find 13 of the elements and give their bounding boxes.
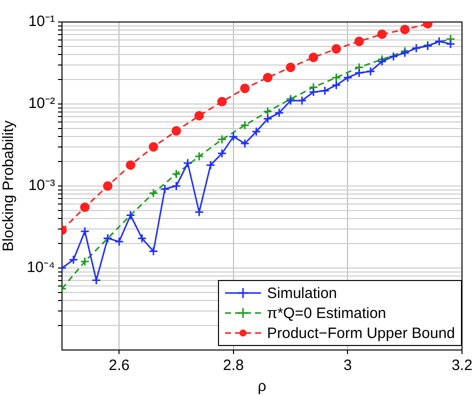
legend-label: π*Q=0 Estimation bbox=[266, 304, 386, 322]
y-axis-title: Blocking Probability bbox=[0, 120, 18, 252]
y-tick-label: 10⁻¹ bbox=[28, 13, 55, 30]
x-tick-label: 2.6 bbox=[108, 357, 130, 374]
legend-label: Product−Form Upper Bound bbox=[266, 324, 455, 342]
y-tick-label: 10⁻⁴ bbox=[26, 259, 55, 276]
x-tick-label: 3 bbox=[344, 357, 352, 374]
x-axis-title: ρ bbox=[258, 378, 266, 396]
x-tick-label: 3.2 bbox=[452, 357, 472, 374]
x-tick-label: 2.8 bbox=[223, 357, 244, 374]
y-tick-label: 10⁻² bbox=[28, 95, 55, 112]
y-tick-label: 10⁻³ bbox=[28, 177, 55, 194]
legend-label: Simulation bbox=[266, 284, 338, 302]
